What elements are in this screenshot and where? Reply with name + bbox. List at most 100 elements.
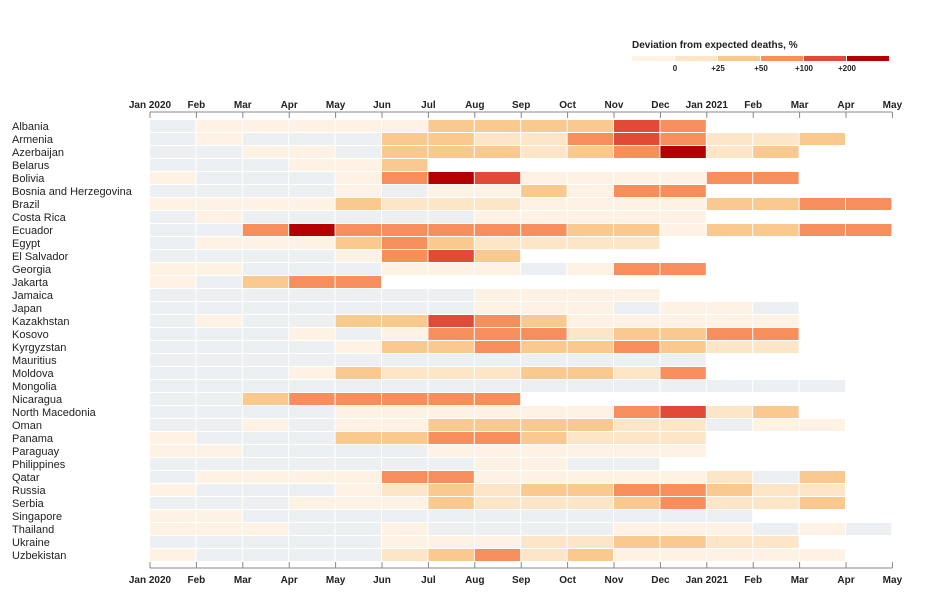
heatmap-cell — [660, 302, 706, 314]
heatmap-cell — [150, 133, 196, 145]
heatmap-cell — [196, 211, 242, 223]
country-label: Paraguay — [12, 446, 60, 458]
heatmap-cell — [428, 354, 474, 366]
heatmap-cell — [428, 471, 474, 483]
heatmap-cell — [289, 497, 335, 509]
heatmap-cell — [335, 406, 381, 418]
heatmap-cell — [614, 341, 660, 353]
heatmap-cell — [706, 523, 753, 535]
heatmap-cell — [846, 198, 892, 210]
heatmap-cell — [196, 198, 242, 210]
heatmap-cell — [196, 419, 242, 431]
country-label: Georgia — [12, 264, 52, 276]
heatmap-cell — [428, 237, 474, 249]
heatmap-cell — [706, 406, 753, 418]
heatmap-cell — [196, 471, 242, 483]
heatmap-cell — [567, 237, 613, 249]
heatmap-cell — [753, 146, 799, 158]
heatmap-cell — [753, 406, 799, 418]
heatmap-cell — [614, 406, 660, 418]
heatmap-cell — [567, 471, 613, 483]
month-tick-label: Jul — [421, 575, 436, 586]
heatmap-cell — [567, 198, 613, 210]
month-tick-label: Mar — [791, 575, 809, 586]
heatmap-cell — [706, 549, 753, 561]
heatmap-cell — [196, 224, 242, 236]
heatmap-cell — [567, 432, 613, 444]
heatmap-cell — [382, 328, 428, 340]
heatmap-cell — [382, 549, 428, 561]
month-tick-label: Aug — [465, 100, 484, 111]
heatmap-cell — [521, 224, 567, 236]
country-label: Ukraine — [12, 537, 50, 549]
heatmap-cell — [150, 458, 196, 470]
country-label: Philippines — [12, 459, 66, 471]
heatmap-cell — [289, 341, 335, 353]
heatmap-cell — [335, 315, 381, 327]
heatmap-cell — [614, 224, 660, 236]
heatmap-cell — [706, 328, 753, 340]
heatmap-cell — [428, 380, 474, 392]
heatmap-cell — [382, 536, 428, 548]
month-tick-label: Dec — [651, 100, 670, 111]
heatmap-cell — [614, 367, 660, 379]
heatmap-cell — [150, 510, 196, 522]
heatmap-cell — [614, 484, 660, 496]
heatmap-cell — [289, 172, 335, 184]
country-labels: AlbaniaArmeniaAzerbaijanBelarusBoliviaBo… — [12, 121, 133, 562]
heatmap-cell — [242, 497, 289, 509]
heatmap-cell — [335, 159, 381, 171]
heatmap-cell — [521, 263, 567, 275]
heatmap-cell — [567, 510, 613, 522]
heatmap-cell — [567, 315, 613, 327]
heatmap-cell — [660, 146, 706, 158]
heatmap-cell — [382, 354, 428, 366]
month-tick-label: Feb — [188, 100, 206, 111]
country-label: Egypt — [12, 238, 40, 250]
heatmap-cell — [474, 237, 521, 249]
heatmap-cell — [521, 406, 567, 418]
heatmap-cell — [614, 380, 660, 392]
heatmap-cell — [196, 380, 242, 392]
heatmap-cell — [382, 185, 428, 197]
heatmap-cell — [150, 432, 196, 444]
heatmap-cell — [289, 406, 335, 418]
heatmap-cell — [150, 328, 196, 340]
heatmap-cell — [521, 458, 567, 470]
country-label: Mongolia — [12, 381, 58, 393]
heatmap-cell — [521, 380, 567, 392]
legend-swatches — [632, 56, 889, 61]
heatmap-cell — [289, 133, 335, 145]
heatmap-cell — [521, 315, 567, 327]
heatmap-cell — [335, 289, 381, 301]
country-label: Nicaragua — [12, 394, 63, 406]
heatmap-cell — [382, 432, 428, 444]
heatmap-cell — [753, 302, 799, 314]
heatmap-cell — [196, 445, 242, 457]
heatmap-cell — [196, 289, 242, 301]
heatmap-cell — [289, 198, 335, 210]
country-label: Armenia — [12, 134, 54, 146]
heatmap-cell — [382, 263, 428, 275]
heatmap-cell — [753, 172, 799, 184]
heatmap-cell — [150, 406, 196, 418]
heatmap-cell — [242, 341, 289, 353]
heatmap-cell — [660, 380, 706, 392]
heatmap-cell — [150, 276, 196, 288]
heatmap-cell — [382, 393, 428, 405]
country-label: North Macedonia — [12, 407, 97, 419]
heatmap-cell — [150, 445, 196, 457]
heatmap-cell — [660, 172, 706, 184]
heatmap-cell — [474, 432, 521, 444]
heatmap-cell — [196, 406, 242, 418]
heatmap-cell — [242, 367, 289, 379]
heatmap-cell — [382, 458, 428, 470]
heatmap-cell — [474, 354, 521, 366]
heatmap-cell — [521, 133, 567, 145]
heatmap-cell — [196, 549, 242, 561]
heatmap-cell — [335, 328, 381, 340]
heatmap-cell — [335, 133, 381, 145]
heatmap-cell — [614, 302, 660, 314]
heatmap-cell — [428, 289, 474, 301]
heatmap-cell — [242, 510, 289, 522]
